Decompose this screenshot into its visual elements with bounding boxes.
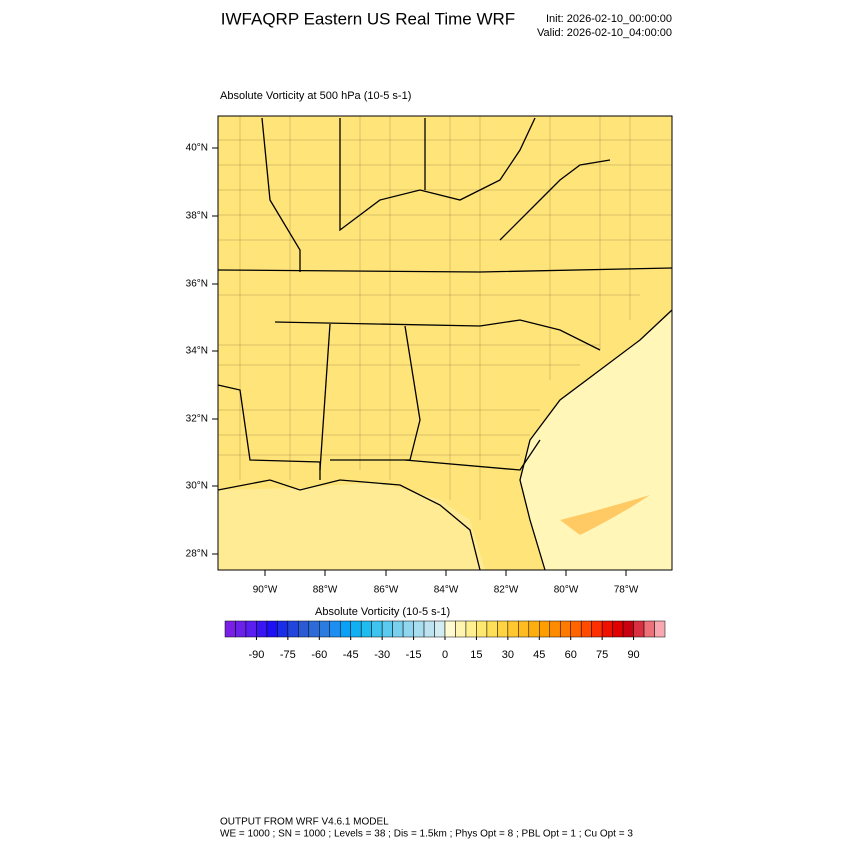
- colorbar-box: [224, 620, 236, 638]
- colorbar-box: [591, 620, 603, 638]
- vorticity-band: [560, 495, 650, 535]
- colorbar-box: [507, 620, 519, 638]
- colorbar-box: [360, 620, 372, 638]
- colorbar-tick-label: 30: [502, 649, 514, 661]
- valid-time: Valid: 2026-02-10_04:00:00: [537, 27, 672, 39]
- colorbar-box: [612, 620, 624, 638]
- map: [217, 115, 673, 571]
- colorbar-box: [528, 620, 540, 638]
- lat-label: 34°N: [186, 346, 208, 357]
- colorbar-box: [256, 620, 268, 638]
- colorbar-box: [654, 620, 666, 638]
- county-grid: [218, 116, 672, 520]
- lon-label: 80°W: [554, 585, 579, 596]
- colorbar-box: [570, 620, 582, 638]
- colorbar-box: [298, 620, 310, 638]
- colorbar-box: [319, 620, 331, 638]
- colorbar-tick-label: 75: [596, 649, 608, 661]
- colorbar-box: [392, 620, 404, 638]
- colorbar-box: [465, 620, 477, 638]
- colorbar-box: [266, 620, 278, 638]
- lon-label: 78°W: [614, 585, 639, 596]
- colorbar-box: [643, 620, 655, 638]
- colorbar-box: [402, 620, 414, 638]
- lon-label: 84°W: [434, 585, 459, 596]
- lat-label: 32°N: [186, 414, 208, 425]
- colorbar-box: [633, 620, 645, 638]
- colorbar-tick-label: -30: [374, 649, 390, 661]
- colorbar-box: [455, 620, 467, 638]
- colorbar-box: [413, 620, 425, 638]
- colorbar-box: [539, 620, 551, 638]
- colorbar-tick-label: 45: [533, 649, 545, 661]
- colorbar-box: [245, 620, 257, 638]
- colorbar-box: [339, 620, 351, 638]
- lat-label: 38°N: [186, 211, 208, 222]
- colorbar-box: [434, 620, 446, 638]
- main-title: IWFAQRP Eastern US Real Time WRF: [221, 9, 515, 28]
- colorbar-tick-label: 60: [565, 649, 577, 661]
- colorbar-tick-label: -60: [311, 649, 327, 661]
- colorbar-box: [235, 620, 247, 638]
- colorbar-box: [580, 620, 592, 638]
- lon-label: 86°W: [374, 585, 399, 596]
- lon-label: 90°W: [253, 585, 278, 596]
- lon-label: 82°W: [494, 585, 519, 596]
- colorbar-tick-label: 0: [442, 649, 448, 661]
- footer-line: WE = 1000 ; SN = 1000 ; Levels = 38 ; Di…: [220, 829, 633, 840]
- colorbar-box: [423, 620, 435, 638]
- colorbar-box: [350, 620, 362, 638]
- colorbar-box: [622, 620, 634, 638]
- footer-line: OUTPUT FROM WRF V4.6.1 MODEL: [220, 817, 389, 828]
- colorbar-box: [476, 620, 488, 638]
- lat-label: 36°N: [186, 279, 208, 290]
- colorbar-box: [277, 620, 289, 638]
- colorbar-tick-label: -90: [248, 649, 264, 661]
- colorbar-tick-label: 90: [627, 649, 639, 661]
- map-title: Absolute Vorticity at 500 hPa (10-5 s-1): [220, 90, 411, 102]
- colorbar-tick-label: -45: [343, 649, 359, 661]
- colorbar-title: Absolute Vorticity (10-5 s-1): [315, 606, 450, 618]
- colorbar-box: [444, 620, 456, 638]
- colorbar-box: [497, 620, 509, 638]
- colorbar-box: [371, 620, 383, 638]
- colorbar-box: [308, 620, 320, 638]
- init-time: Init: 2026-02-10_00:00:00: [546, 13, 672, 25]
- map-frame: [217, 115, 673, 571]
- lat-label: 40°N: [186, 143, 208, 154]
- state-borders: [217, 117, 673, 571]
- colorbar-tick-label: -15: [406, 649, 422, 661]
- colorbar-box: [601, 620, 613, 638]
- colorbar-tick-label: 15: [470, 649, 482, 661]
- colorbar-box: [381, 620, 393, 638]
- colorbar-box: [518, 620, 530, 638]
- lat-label: 28°N: [186, 549, 208, 560]
- lon-label: 88°W: [313, 585, 338, 596]
- colorbar-box: [287, 620, 299, 638]
- colorbar-tick-label: -75: [280, 649, 296, 661]
- gulf: [218, 482, 485, 570]
- colorbar-box: [549, 620, 561, 638]
- colorbar-box: [329, 620, 341, 638]
- colorbar-box: [486, 620, 498, 638]
- lat-label: 30°N: [186, 481, 208, 492]
- colorbar-box: [559, 620, 571, 638]
